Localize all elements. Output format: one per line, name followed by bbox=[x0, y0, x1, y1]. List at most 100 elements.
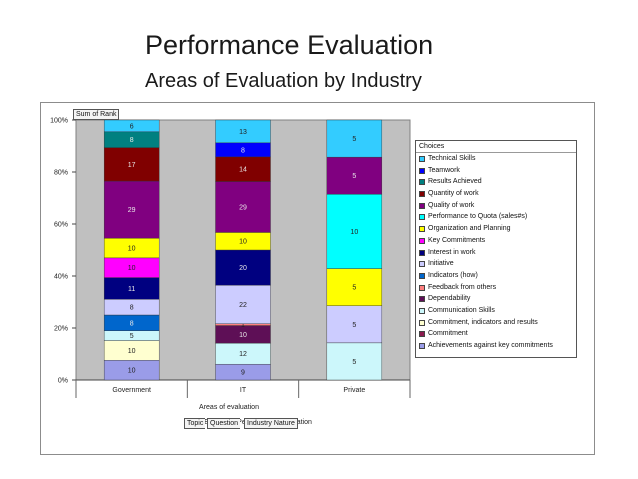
legend-item-commitment[interactable]: Commitment bbox=[416, 328, 576, 340]
page-field-question[interactable]: Question bbox=[207, 418, 241, 429]
bar-private-communication-skills[interactable] bbox=[326, 342, 383, 381]
data-label: 8 bbox=[241, 147, 245, 154]
legend-swatch bbox=[419, 331, 425, 338]
data-label: 5 bbox=[352, 136, 356, 143]
data-label: 8 bbox=[130, 305, 134, 312]
legend-label: Key Commitments bbox=[428, 236, 486, 244]
legend-label: Commitment, indicators and results bbox=[428, 318, 538, 326]
legend-label: Achievements against key commitments bbox=[428, 342, 553, 349]
legend-swatch bbox=[419, 156, 425, 162]
legend-item-communication-skills[interactable]: Communication Skills bbox=[416, 305, 576, 317]
data-label: 8 bbox=[130, 320, 134, 327]
y-tick-label: 40% bbox=[54, 274, 68, 281]
data-label: 11 bbox=[128, 286, 135, 293]
legend-label: Organization and Planning bbox=[428, 225, 511, 233]
bar-private-initiative[interactable] bbox=[326, 305, 383, 344]
legend-label: Interest in work bbox=[428, 248, 476, 256]
legend-item-organization-and-planning[interactable]: Organization and Planning bbox=[416, 223, 576, 235]
legend-swatch bbox=[419, 202, 425, 209]
bar-it-technical-skills[interactable] bbox=[215, 119, 271, 144]
data-label: 14 bbox=[239, 167, 247, 174]
legend-item-performance-to-quota-sales-s[interactable]: Performance to Quota (sales#s) bbox=[416, 211, 576, 223]
chart-legend: Choices Technical Skills Teamwork Results … bbox=[415, 140, 577, 358]
bar-government-quality-of-work[interactable] bbox=[103, 180, 160, 239]
data-label: 5 bbox=[352, 173, 356, 180]
y-tick-label: 20% bbox=[54, 326, 68, 333]
slide-subtitle: Areas of Evaluation by Industry bbox=[145, 70, 422, 92]
data-label: 10 bbox=[350, 229, 358, 236]
legend-label: Technical Skills bbox=[428, 155, 476, 162]
legend-item-dependability[interactable]: Dependability bbox=[416, 293, 576, 305]
legend-item-technical-skills[interactable]: Technical Skills bbox=[416, 153, 576, 165]
data-label: 29 bbox=[239, 204, 247, 211]
legend-swatch bbox=[419, 284, 425, 291]
legend-swatch bbox=[419, 296, 425, 303]
legend-item-results-achieved[interactable]: Results Achieved bbox=[416, 176, 576, 188]
legend-swatch bbox=[419, 319, 425, 326]
x-axis-title: Areas of evaluation bbox=[199, 404, 259, 411]
y-tick-label: 60% bbox=[54, 222, 68, 229]
data-label: 13 bbox=[239, 129, 247, 136]
page-field-industry-nature[interactable]: Industry Nature bbox=[244, 418, 298, 429]
bar-private-quality-of-work[interactable] bbox=[326, 156, 383, 195]
legend-swatch bbox=[419, 272, 425, 279]
legend-item-key-commitments[interactable]: Key Commitments bbox=[416, 235, 576, 247]
legend-item-commitment-indicators-and-results[interactable]: Commitment, indicators and results bbox=[416, 317, 576, 329]
y-tick-label: 100% bbox=[50, 118, 68, 125]
bar-private-organization-and-planning[interactable] bbox=[326, 268, 383, 306]
legend-swatch bbox=[419, 214, 425, 221]
legend-item-quantity-of-work[interactable]: Quantity of work bbox=[416, 188, 576, 200]
legend-item-feedback-from-others[interactable]: Feedback from others bbox=[416, 282, 576, 294]
legend-swatch bbox=[419, 249, 425, 256]
legend-label: Indicators (how) bbox=[428, 271, 478, 279]
bar-government-technical-skills[interactable] bbox=[103, 119, 160, 133]
legend-label: Feedback from others bbox=[428, 283, 497, 291]
data-label: 6 bbox=[130, 123, 134, 130]
legend-swatch bbox=[419, 179, 425, 186]
legend-label: Commitment bbox=[428, 330, 468, 338]
legend-item-initiative[interactable]: Initiative bbox=[416, 258, 576, 270]
legend-item-teamwork[interactable]: Teamwork bbox=[416, 165, 576, 177]
legend-swatch bbox=[419, 191, 425, 198]
y-tick-label: 80% bbox=[54, 170, 68, 177]
data-label: 10 bbox=[239, 239, 247, 246]
data-label: 1 bbox=[241, 322, 245, 329]
x-tick-label: Government bbox=[112, 387, 151, 394]
data-label: 5 bbox=[352, 322, 356, 329]
legend-swatch bbox=[419, 307, 425, 314]
y-tick-label: 0% bbox=[58, 378, 68, 385]
data-label: 10 bbox=[128, 265, 136, 272]
sum-field-button[interactable]: Sum of Rank bbox=[73, 109, 120, 120]
bar-it-quantity-of-work[interactable] bbox=[215, 156, 271, 182]
legend-swatch bbox=[419, 261, 425, 268]
legend-label: Communication Skills bbox=[428, 306, 495, 314]
data-label: 22 bbox=[239, 302, 247, 309]
data-label: 8 bbox=[130, 137, 134, 144]
bar-it-quality-of-work[interactable] bbox=[215, 181, 271, 233]
slide-title: Performance Evaluation bbox=[145, 30, 434, 60]
data-label: 17 bbox=[128, 162, 136, 169]
bar-private-technical-skills[interactable] bbox=[326, 119, 383, 158]
legend-label: Dependability bbox=[428, 295, 471, 303]
legend-item-quality-of-work[interactable]: Quality of work bbox=[416, 200, 576, 212]
data-label: 5 bbox=[352, 285, 356, 292]
bar-private-performance-to-quota-sales-s[interactable] bbox=[326, 194, 383, 269]
legend-swatch bbox=[419, 343, 425, 349]
legend-swatch bbox=[419, 226, 425, 233]
legend-item-interest-in-work[interactable]: Interest in work bbox=[416, 247, 576, 259]
legend-item-indicators-how[interactable]: Indicators (how) bbox=[416, 270, 576, 282]
bar-government-quantity-of-work[interactable] bbox=[103, 147, 160, 182]
data-label: 12 bbox=[239, 351, 247, 358]
legend-item-achievements-against-key-commitments[interactable]: Achievements against key commitments bbox=[416, 340, 576, 352]
page-field-topic[interactable]: Topic bbox=[184, 418, 206, 429]
legend-label: Performance to Quota (sales#s) bbox=[428, 213, 528, 221]
legend-label: Initiative bbox=[428, 260, 454, 268]
data-label: 5 bbox=[352, 359, 356, 366]
legend-items: Technical Skills Teamwork Results Achieved… bbox=[416, 153, 576, 352]
data-label: 10 bbox=[128, 348, 136, 355]
legend-swatch bbox=[419, 237, 425, 244]
legend-label: Quality of work bbox=[428, 201, 475, 209]
bar-it-initiative[interactable] bbox=[215, 284, 271, 324]
legend-title[interactable]: Choices bbox=[416, 141, 576, 153]
